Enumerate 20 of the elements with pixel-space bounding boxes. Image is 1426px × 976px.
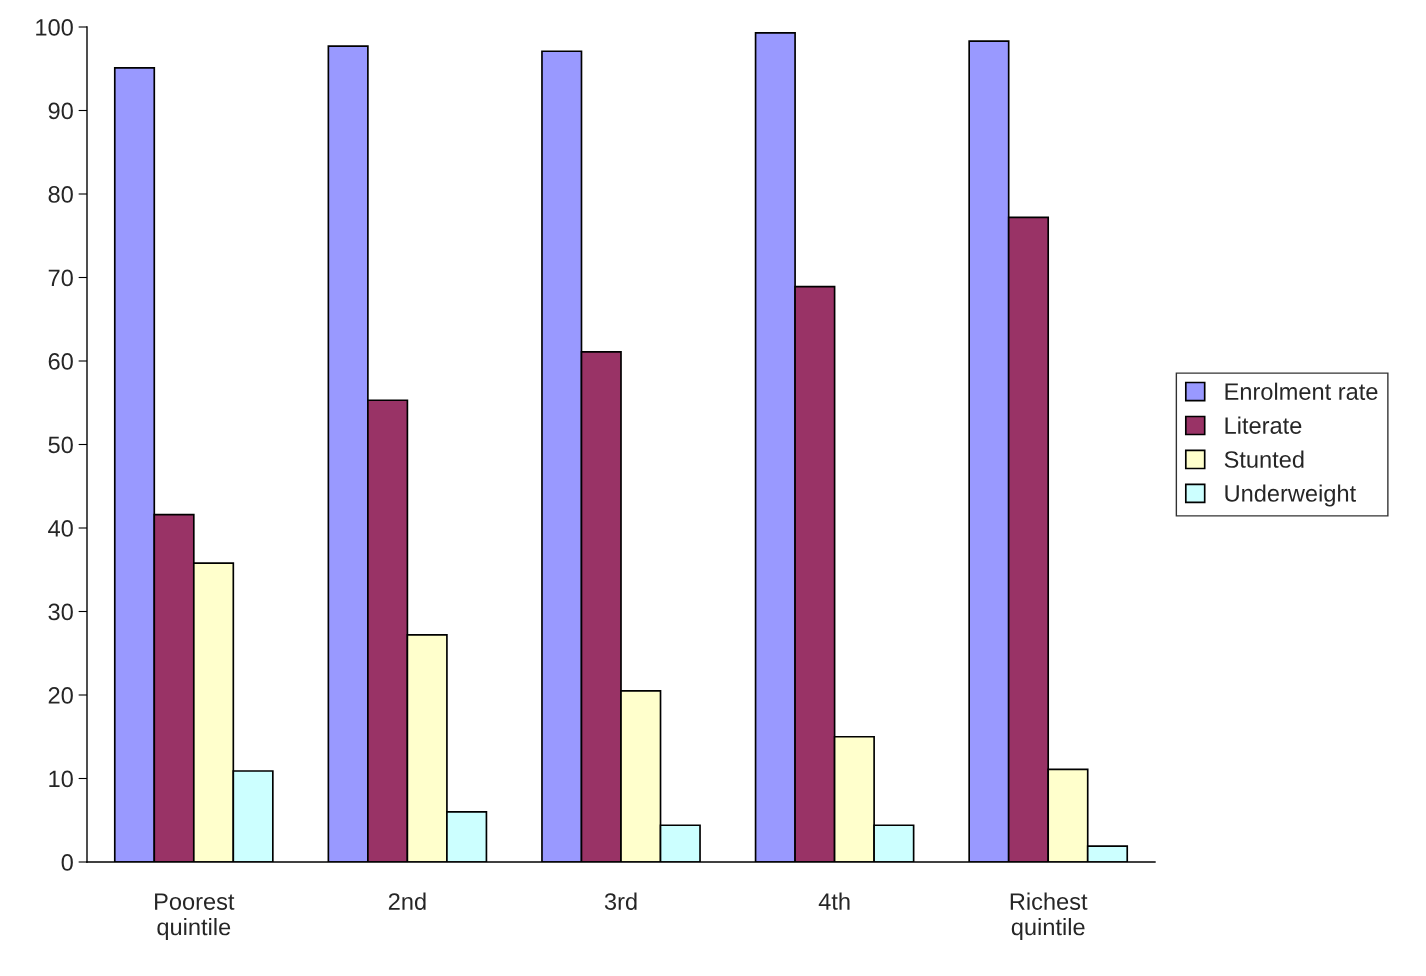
x-tick-label: Poorest quintile	[155, 893, 235, 940]
x-tick-label: Richest quintile	[1010, 892, 1088, 940]
legend-label: Enrolment rate	[1225, 382, 1378, 400]
x-tick-label: 3rd	[604, 892, 637, 910]
y-tick-label: 30	[48, 603, 73, 621]
legend-label: Stunted	[1224, 450, 1304, 468]
y-tick-label: 50	[48, 436, 73, 454]
x-tick-label: 2nd	[388, 892, 426, 910]
x-tick-label: 4th	[818, 892, 850, 910]
y-tick-label: 20	[48, 687, 73, 704]
y-tick-label: 40	[48, 520, 73, 537]
legend-label: Literate	[1225, 416, 1302, 434]
y-tick-label: 0	[61, 854, 73, 871]
y-tick-label: 60	[48, 353, 73, 370]
y-tick-label: 90	[48, 102, 73, 120]
y-tick-label: 70	[48, 269, 73, 287]
legend-label: Underweight	[1225, 484, 1356, 507]
y-tick-label: 100	[36, 19, 73, 36]
y-tick-label: 10	[49, 770, 73, 788]
y-tick-label: 80	[48, 186, 73, 203]
